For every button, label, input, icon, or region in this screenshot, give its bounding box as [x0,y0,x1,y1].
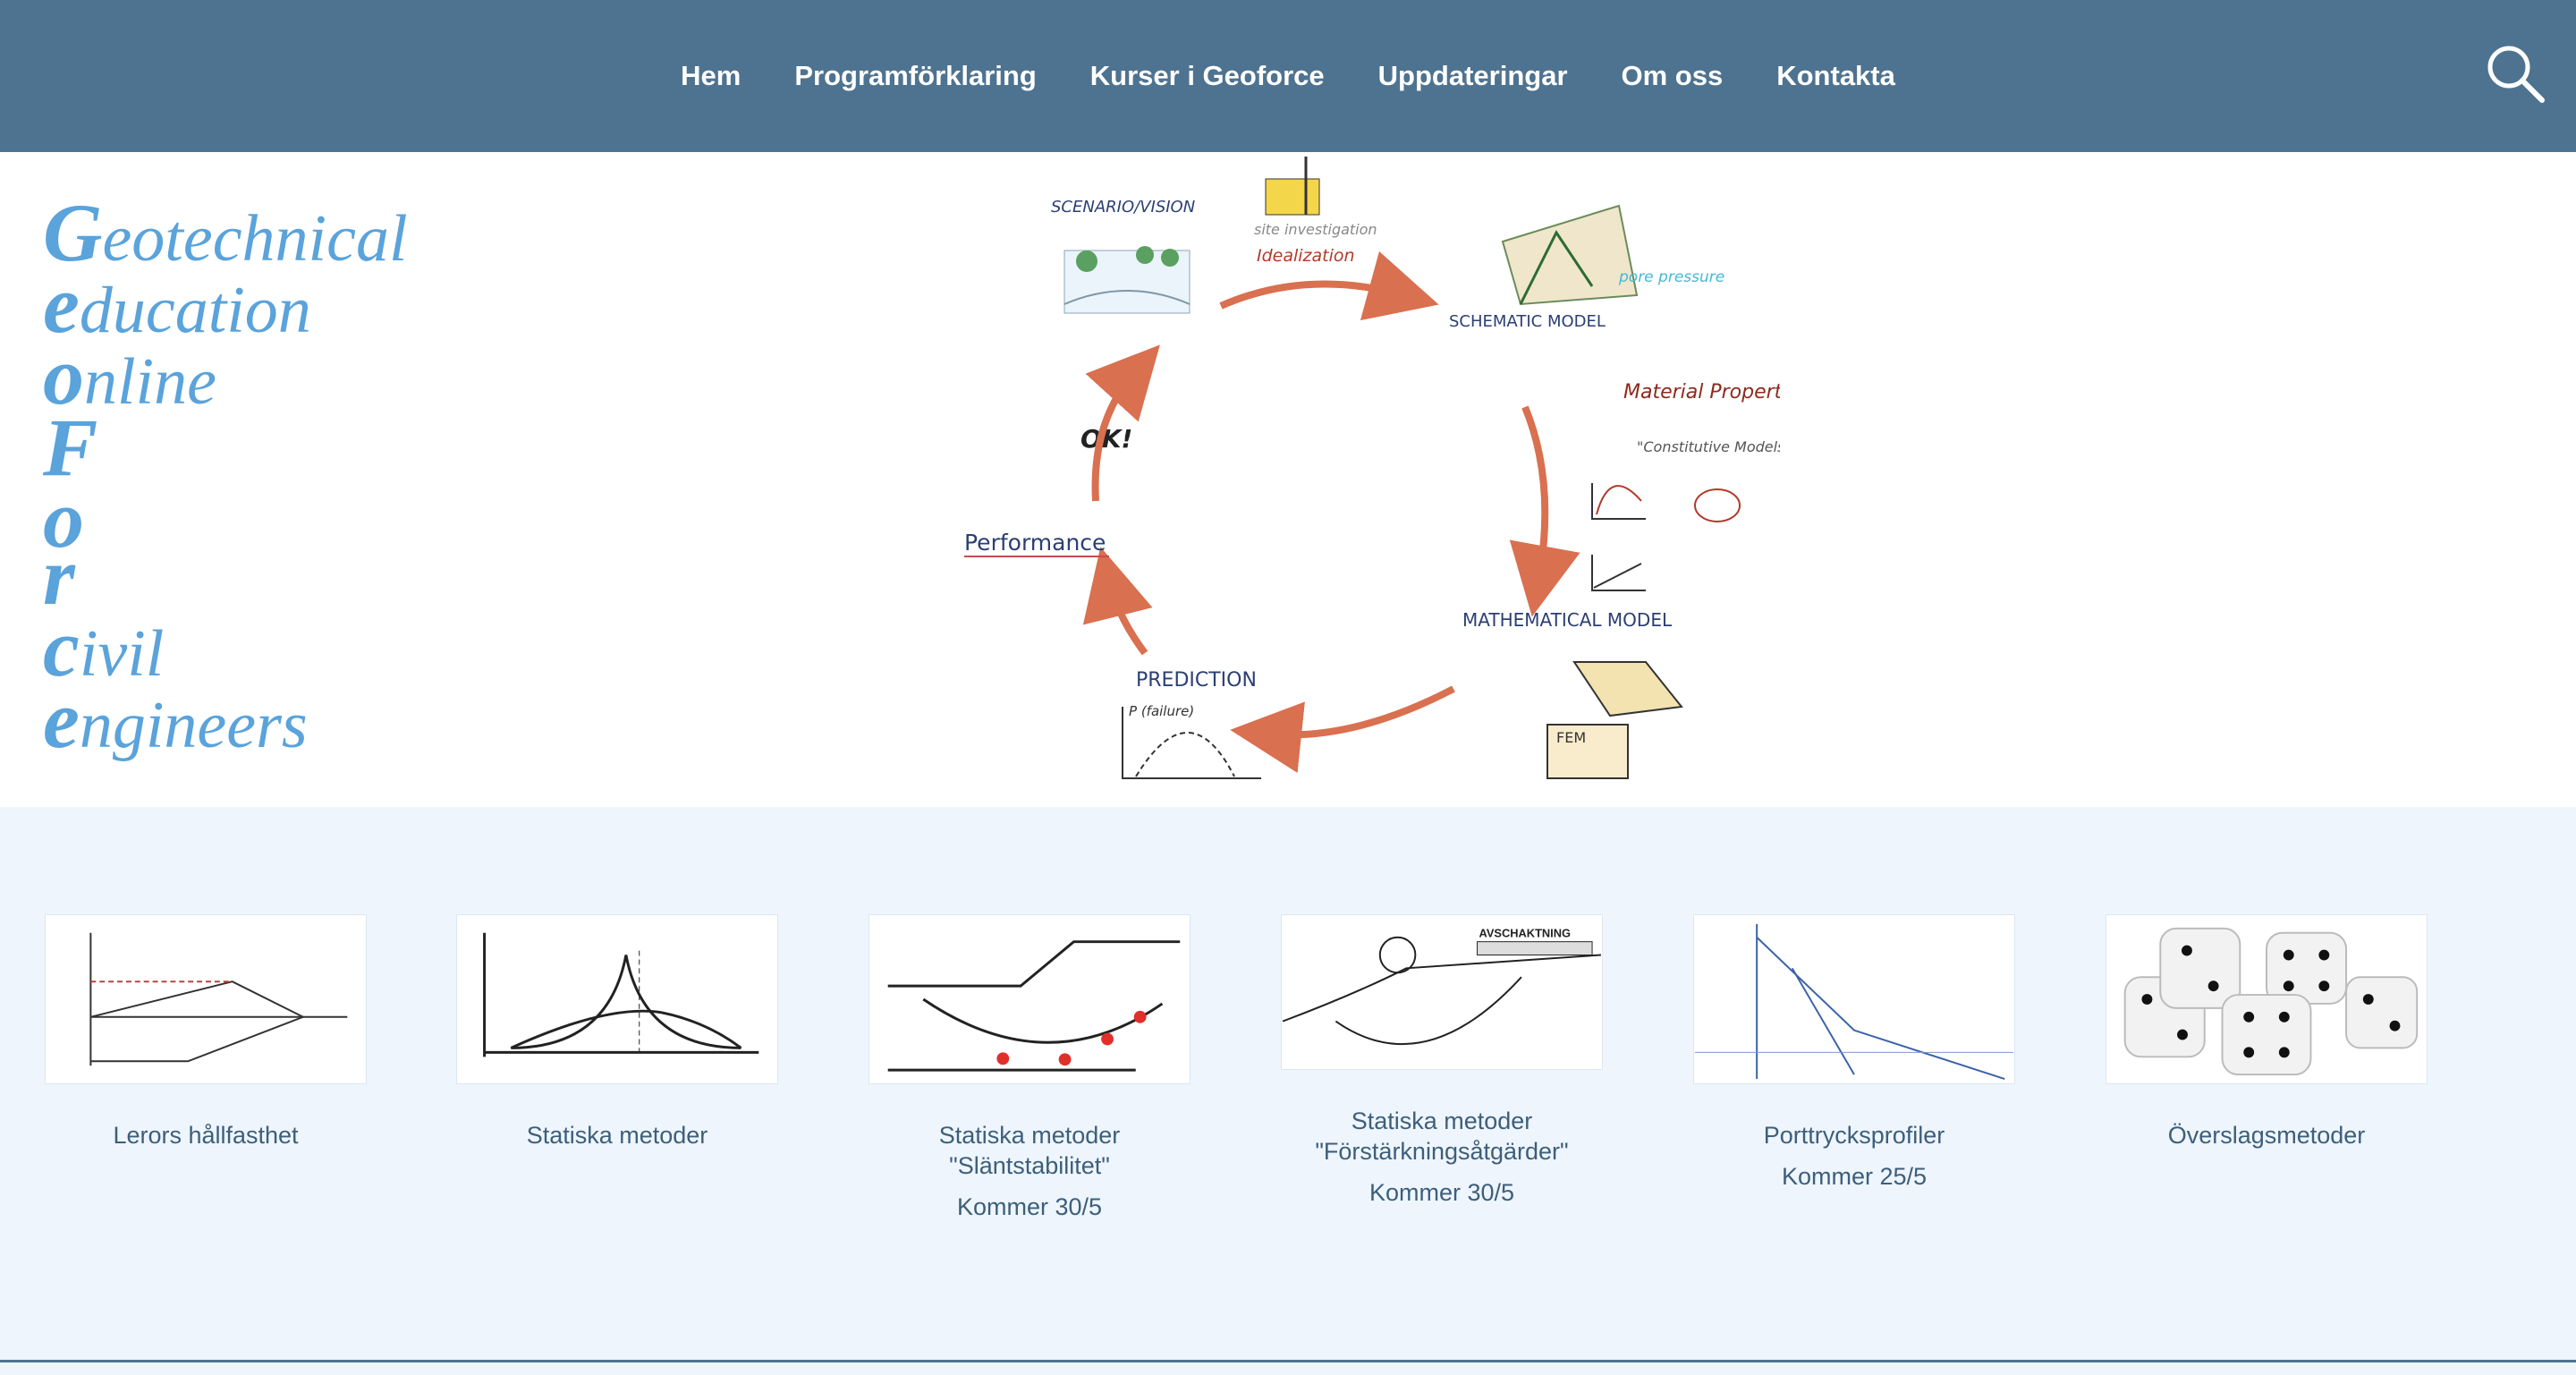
nav-item-uppdateringar[interactable]: Uppdateringar [1377,60,1568,91]
label-material-properties: Material Properties [1623,381,1780,403]
label-prediction: PREDICTION [1136,669,1257,692]
card-overslagsmetoder[interactable]: Överslagsmetoder [2106,914,2428,1150]
card-thumbnail [869,914,1191,1084]
label-avschaktning: AVSCHAKTNING [1479,927,1572,940]
card-forstarkningsatgarder[interactable]: AVSCHAKTNING Statiska metoder "Förstärkn… [1281,914,1603,1208]
card-lerors-hallfasthet[interactable]: Lerors hållfasthet [45,914,367,1150]
card-thumbnail [456,914,778,1084]
card-thumbnail [2106,914,2428,1084]
card-statiska-metoder[interactable]: Statiska metoder [456,914,778,1150]
card-coming-date: Kommer 30/5 [1368,1179,1515,1206]
card-title: Statiska metoder "Släntstabilitet" [938,1122,1121,1179]
card-thumbnail [45,914,367,1084]
card-title: Statiska metoder [526,1122,708,1149]
arrow-top [1219,250,1439,321]
card-coming-date: Kommer 30/5 [956,1193,1103,1220]
card-thumbnail [1693,914,2015,1084]
arrow-left-lower [1082,547,1153,656]
schematic-sketch [1501,204,1639,306]
nav-item-hem[interactable]: Hem [681,60,741,91]
arrow-bottom [1230,685,1455,773]
label-performance: Performance [964,530,1106,556]
hero-banner: Geotechnical education online F o r civi… [0,152,2576,807]
scenario-sketch [1063,246,1191,314]
label-fem: FEM [1556,729,1586,746]
label-constitutive-models: "Constitutive Models" [1637,438,1780,455]
math-sketch [1546,661,1683,779]
label-scenario: SCENARIO/VISION [1051,198,1195,216]
label-schematic-model: SCHEMATIC MODEL [1449,312,1606,331]
main-nav: Hem Programförklaring Kurser i Geoforce … [0,0,2576,152]
label-idealization: Idealization [1257,246,1355,266]
prediction-graph [1122,707,1261,779]
search-button[interactable] [2485,43,2547,106]
site-investigation-sketch [1265,157,1320,216]
card-title: Statiska metoder "Förstärkningsåtgärder" [1315,1108,1569,1165]
label-site-investigation: site investigation [1254,221,1377,238]
card-coming-date: Kommer 25/5 [1781,1163,1928,1190]
material-graphs [1591,483,1741,591]
card-thumbnail: AVSCHAKTNING [1281,914,1603,1070]
label-pore-pressure: pore pressure [1618,268,1724,286]
card-title: Överslagsmetoder [2167,1122,2366,1149]
footer-divider [0,1360,2576,1375]
site-header [0,0,2576,152]
search-icon [2487,46,2545,103]
arrow-right [1509,405,1580,617]
card-title: Lerors hållfasthet [113,1122,299,1149]
nav-item-kurser[interactable]: Kurser i Geoforce [1089,60,1325,91]
card-porttrycksprofiler[interactable]: Porttrycksprofiler Kommer 25/5 [1693,914,2015,1192]
course-cards-section: Lerors hållfasthet Statiska metoder [0,807,2576,1360]
card-title: Porttrycksprofiler [1763,1122,1945,1149]
nav-item-kontakta[interactable]: Kontakta [1776,60,1895,91]
arrow-left-upper [1085,344,1160,502]
label-mathematical-model: MATHEMATICAL MODEL [1462,609,1673,631]
modeling-cycle-illustration: SCENARIO/VISION site investigation Ideal… [964,157,1780,779]
geoforce-logo: Geotechnical education online F o r civi… [43,187,408,765]
nav-item-om-oss[interactable]: Om oss [1621,60,1724,91]
label-p-failure: P (failure) [1129,703,1194,719]
card-slantstabilitet[interactable]: Statiska metoder "Släntstabilitet" Komme… [869,914,1191,1222]
nav-item-programforklaring[interactable]: Programförklaring [794,60,1037,91]
